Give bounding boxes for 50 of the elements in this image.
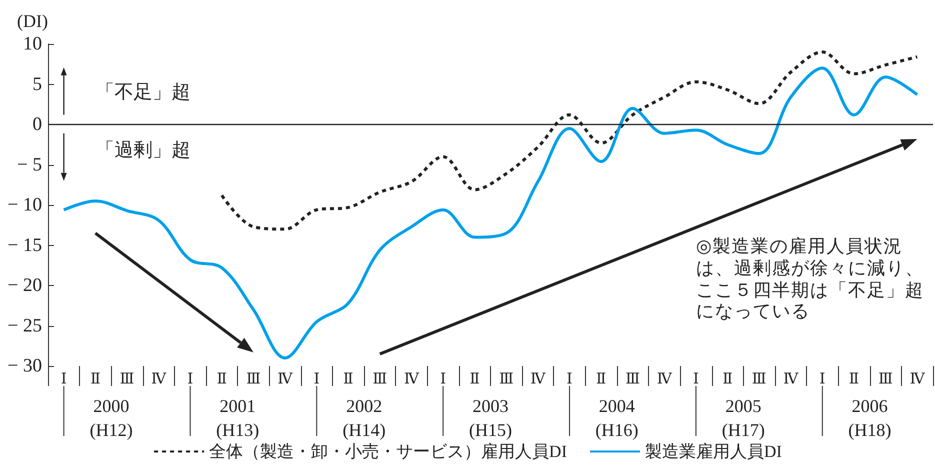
x-tick-label: Ⅱ [470, 372, 480, 388]
x-tick-label: Ⅰ [440, 372, 446, 388]
annotation: ◎製造業の雇用人員状況は、過剰感が徐々に減り、ここ５四半期は「不足」超になっている [696, 236, 924, 323]
text: 2003 (H15) [469, 396, 512, 440]
x-tick-label: Ⅳ [278, 372, 294, 388]
text: 2004 (H16) [595, 396, 638, 440]
text: 2006 (H18) [848, 396, 892, 440]
x-tick-label: Ⅰ [692, 372, 699, 388]
y-tick-label: 0 [32, 114, 42, 135]
text: 2005 (H17) [722, 396, 765, 440]
text: 2002 (H14) [342, 396, 386, 440]
text: 2001 (H13) [216, 396, 260, 440]
x-tick-label: Ⅲ [626, 372, 640, 388]
y-tick-label: − 10 [8, 194, 42, 216]
x-tick-label: Ⅰ [314, 372, 320, 388]
legend-label: 製造業雇用人員DI [645, 442, 782, 461]
annotation: 「過剰」超 [95, 138, 190, 164]
x-tick-label: Ⅲ [878, 372, 893, 388]
y-tick-label: − 25 [8, 315, 42, 336]
x-tick-label: Ⅰ [60, 372, 67, 388]
y-tick-label: 10 [23, 34, 42, 54]
x-tick-label: Ⅱ [343, 372, 354, 388]
y-tick-label: 5 [32, 74, 42, 95]
x-tick-label: Ⅱ [216, 372, 227, 388]
text: 2000 (H12) [90, 396, 133, 440]
y-tick-label: − 15 [8, 234, 42, 256]
x-tick-label: Ⅱ [848, 372, 860, 388]
legend-label: 全体（製造・卸・小売・サービス）雇用人員DI [209, 442, 568, 461]
x-tick-label: Ⅲ [372, 372, 388, 388]
x-tick-label: Ⅲ [752, 372, 766, 388]
y-axis-title: (DI) [17, 11, 48, 31]
x-tick-label: Ⅲ [246, 372, 261, 388]
x-tick-label: Ⅳ [404, 372, 420, 388]
y-tick-label: − 30 [8, 356, 42, 376]
x-tick-label: Ⅲ [120, 372, 134, 388]
annotation: 「不足」超 [95, 80, 190, 106]
x-tick-label: Ⅳ [783, 372, 800, 388]
x-tick-label: Ⅳ [151, 372, 168, 388]
x-tick-label: Ⅰ [187, 372, 194, 388]
y-tick-label: − 5 [17, 154, 42, 176]
x-tick-label: Ⅱ [90, 372, 101, 388]
x-tick-label: Ⅰ [566, 372, 573, 388]
x-tick-label: Ⅳ [656, 372, 673, 388]
y-tick-label: − 20 [8, 275, 42, 296]
x-tick-label: Ⅲ [499, 372, 514, 388]
x-tick-label: Ⅱ [596, 372, 606, 388]
x-tick-label: Ⅱ [722, 372, 733, 388]
x-tick-label: Ⅳ [910, 372, 926, 388]
x-tick-label: Ⅰ [819, 372, 826, 388]
x-tick-label: Ⅳ [530, 372, 546, 388]
